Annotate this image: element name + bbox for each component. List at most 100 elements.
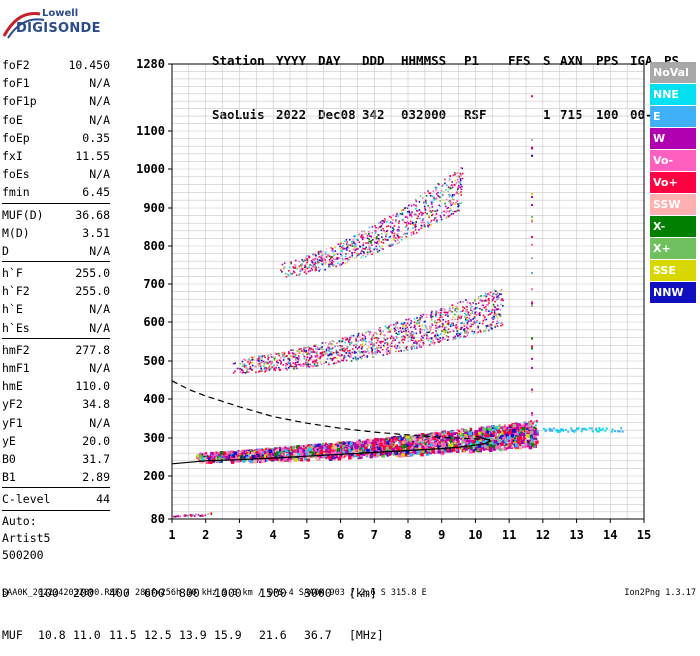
echo-point <box>409 214 411 216</box>
echo-point <box>240 456 242 458</box>
echo-point <box>293 362 295 364</box>
echo-point <box>279 447 281 449</box>
echo-point <box>410 441 412 443</box>
echo-point <box>492 321 494 323</box>
echo-point <box>468 447 470 449</box>
echo-point <box>298 274 300 276</box>
echo-point <box>347 262 349 264</box>
echo-point <box>470 320 472 322</box>
echo-point <box>432 332 434 334</box>
echo-point <box>330 351 332 353</box>
echo-point <box>451 311 453 313</box>
echo-point <box>288 363 290 365</box>
echo-point <box>407 328 409 330</box>
echo-point <box>451 184 453 186</box>
echo-point <box>480 299 482 301</box>
echo-point <box>418 215 420 217</box>
echo-point <box>441 330 443 332</box>
echo-point <box>365 242 367 244</box>
echo-point <box>261 449 263 451</box>
echo-point <box>326 351 328 353</box>
echo-point <box>535 437 537 439</box>
echo-point <box>485 330 487 332</box>
echo-point <box>490 292 492 294</box>
echo-point <box>320 361 322 363</box>
echo-point <box>452 306 454 308</box>
echo-point <box>444 435 446 437</box>
echo-point <box>446 444 448 446</box>
echo-point <box>303 347 305 349</box>
echo-point <box>250 366 252 368</box>
echo-point <box>328 343 330 345</box>
echo-point <box>440 215 442 217</box>
echo-point <box>431 204 433 206</box>
echo-point <box>400 350 402 352</box>
echo-point <box>471 326 473 328</box>
echo-point <box>393 454 395 456</box>
echo-point <box>431 342 433 344</box>
echo-point <box>308 350 310 352</box>
echo-point <box>372 444 376 448</box>
echo-point <box>233 372 235 374</box>
echo-point <box>449 443 453 447</box>
echo-point <box>258 360 260 362</box>
echo-point <box>248 368 250 370</box>
echo-point <box>328 264 330 266</box>
echo-point <box>393 338 395 340</box>
echo-point <box>255 366 257 368</box>
echo-point <box>332 249 334 251</box>
echo-point <box>257 451 259 453</box>
echo-point <box>264 357 266 359</box>
echo-point <box>377 447 381 451</box>
echo-point <box>412 224 414 226</box>
echo-point <box>411 335 413 337</box>
echo-point <box>402 342 404 344</box>
echo-point <box>444 338 446 340</box>
echo-point <box>296 350 298 352</box>
echo-point <box>458 185 460 187</box>
echo-point <box>404 322 406 324</box>
echo-point <box>443 431 445 433</box>
echo-point <box>469 315 471 317</box>
echo-point <box>406 435 410 439</box>
echo-point <box>506 448 508 450</box>
echo-point <box>378 234 380 236</box>
echo-point <box>436 219 438 221</box>
echo-point <box>361 348 363 350</box>
echo-point <box>282 356 284 358</box>
echo-point <box>494 313 496 315</box>
echo-point <box>360 455 362 457</box>
echo-point <box>269 368 271 370</box>
echo-point <box>286 355 288 357</box>
echo-point <box>453 184 455 186</box>
echo-point <box>495 433 497 435</box>
echo-point <box>325 262 327 264</box>
echo-point <box>430 341 432 343</box>
echo-point <box>436 190 438 192</box>
echo-point <box>346 348 348 350</box>
echo-point <box>253 359 255 361</box>
echo-point <box>400 230 402 232</box>
echo-point <box>389 442 391 444</box>
echo-point <box>446 326 448 328</box>
echo-point <box>384 339 386 341</box>
echo-point <box>430 315 432 317</box>
echo-point <box>318 348 320 350</box>
echo-point <box>323 354 325 356</box>
echo-point <box>384 218 386 220</box>
echo-point <box>318 261 320 263</box>
echo-point <box>458 335 460 337</box>
echo-point <box>470 304 472 306</box>
echo-point <box>315 348 317 350</box>
echo-point <box>419 209 421 211</box>
echo-point <box>279 355 281 357</box>
echo-point <box>492 299 494 301</box>
echo-point <box>457 321 459 323</box>
echo-point <box>345 356 347 358</box>
echo-point <box>357 255 359 257</box>
echo-point <box>407 228 409 230</box>
echo-point <box>524 441 526 443</box>
echo-point <box>514 437 516 439</box>
echo-point <box>508 431 512 435</box>
echo-point <box>467 332 469 334</box>
